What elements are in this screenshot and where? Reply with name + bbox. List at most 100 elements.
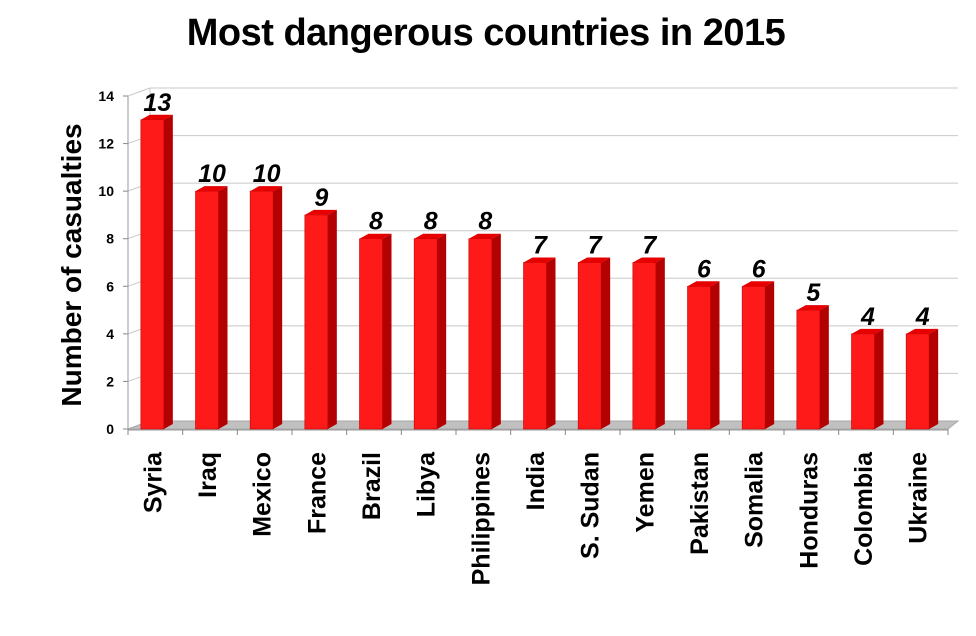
category-label: France (303, 452, 331, 534)
data-label: 8 (424, 208, 438, 236)
category-label: Brazil (358, 452, 386, 520)
category-label: India (522, 451, 550, 510)
bar-front (468, 238, 493, 430)
data-label: 8 (478, 208, 492, 236)
category-label: Philippines (467, 452, 495, 585)
bar-side (765, 281, 775, 429)
bar-side (819, 305, 829, 429)
data-label: 6 (752, 255, 767, 283)
bar-side (273, 186, 283, 429)
bar-side (710, 281, 720, 429)
bar-side (601, 257, 611, 429)
category-label: Iraq (194, 452, 222, 498)
bar-front (523, 262, 547, 430)
bar-top (359, 233, 392, 239)
bar-top (578, 257, 611, 263)
bar-front (796, 309, 821, 430)
data-label: 4 (915, 303, 930, 331)
bar-front (687, 285, 711, 430)
data-label: 5 (806, 279, 821, 307)
bar-top (906, 328, 939, 334)
bar-side (218, 186, 228, 429)
bar-front (905, 333, 930, 430)
bar-top (250, 186, 283, 192)
category-label: Ukraine (905, 452, 933, 544)
bar (632, 257, 665, 430)
data-label: 10 (253, 160, 281, 188)
data-label: 7 (642, 232, 657, 260)
bar-side (437, 233, 447, 429)
chart-title: Most dangerous countries in 2015 (186, 12, 786, 54)
bar (577, 257, 611, 430)
bar-front (140, 119, 165, 430)
bar (195, 186, 228, 430)
bar-front (195, 190, 219, 430)
y-tick-label: 0 (106, 421, 114, 437)
bar-side (546, 257, 556, 429)
bar-top (687, 281, 720, 287)
y-tick-label: 6 (106, 278, 114, 294)
data-label: 7 (588, 232, 603, 260)
bar (687, 281, 720, 430)
bar-side (929, 328, 939, 429)
bar-side (491, 233, 501, 429)
y-tick-label: 8 (106, 231, 114, 247)
bar-top (195, 186, 228, 192)
bar-top (140, 114, 173, 120)
bar (413, 233, 447, 430)
category-label: Honduras (795, 452, 823, 569)
bar (304, 209, 337, 430)
gridline-depth (127, 87, 151, 97)
bar-layer (140, 114, 939, 430)
data-label: 4 (860, 303, 875, 331)
bar (468, 233, 501, 430)
bar (249, 186, 283, 430)
category-label: S. Sudan (577, 452, 605, 559)
y-tick-label: 2 (106, 373, 114, 389)
bar-top (468, 233, 501, 239)
bar-front (741, 285, 766, 430)
category-label: Yemen (631, 452, 659, 533)
y-axis-label: Number of casualties (56, 123, 87, 406)
bar (523, 257, 556, 430)
bar-top (523, 257, 556, 263)
bar-side (874, 328, 884, 429)
bar (359, 233, 392, 430)
bar (140, 114, 173, 430)
bar-side (382, 233, 392, 429)
category-label: Somalia (741, 451, 769, 548)
bar-top (742, 281, 775, 287)
category-label: Colombia (850, 451, 878, 566)
y-tick-label: 4 (106, 326, 114, 342)
data-label: 7 (533, 232, 548, 260)
y-tick-label: 10 (98, 183, 114, 199)
bar-front (359, 238, 383, 430)
data-label: 9 (314, 184, 328, 212)
bar-front (632, 262, 657, 430)
data-label: 6 (697, 255, 712, 283)
bar-front (304, 214, 329, 430)
bar-top (796, 305, 829, 311)
category-label: Syria (139, 451, 167, 513)
bar-front (851, 333, 875, 430)
y-tick-label: 14 (98, 88, 114, 104)
y-tick-label: 12 (98, 136, 114, 152)
bar-side (655, 257, 665, 429)
category-label: Mexico (249, 452, 277, 537)
bar-top (414, 233, 447, 239)
bar (796, 305, 829, 430)
data-label: 8 (369, 208, 383, 236)
bar-side (327, 209, 337, 429)
bar (905, 328, 939, 430)
data-label: 10 (198, 160, 226, 188)
bar-front (249, 190, 274, 430)
bar (741, 281, 775, 430)
category-label: Libya (413, 451, 441, 517)
label-layer: 0 2 4 6 8 10 12 14 13 Syria 10 Iraq 10 Mexico 9 France 8… (98, 88, 932, 585)
bar-top (304, 209, 337, 215)
bar-top (632, 257, 665, 263)
bar-top (851, 328, 884, 334)
bar-side (163, 114, 173, 430)
bar-front (413, 238, 438, 430)
